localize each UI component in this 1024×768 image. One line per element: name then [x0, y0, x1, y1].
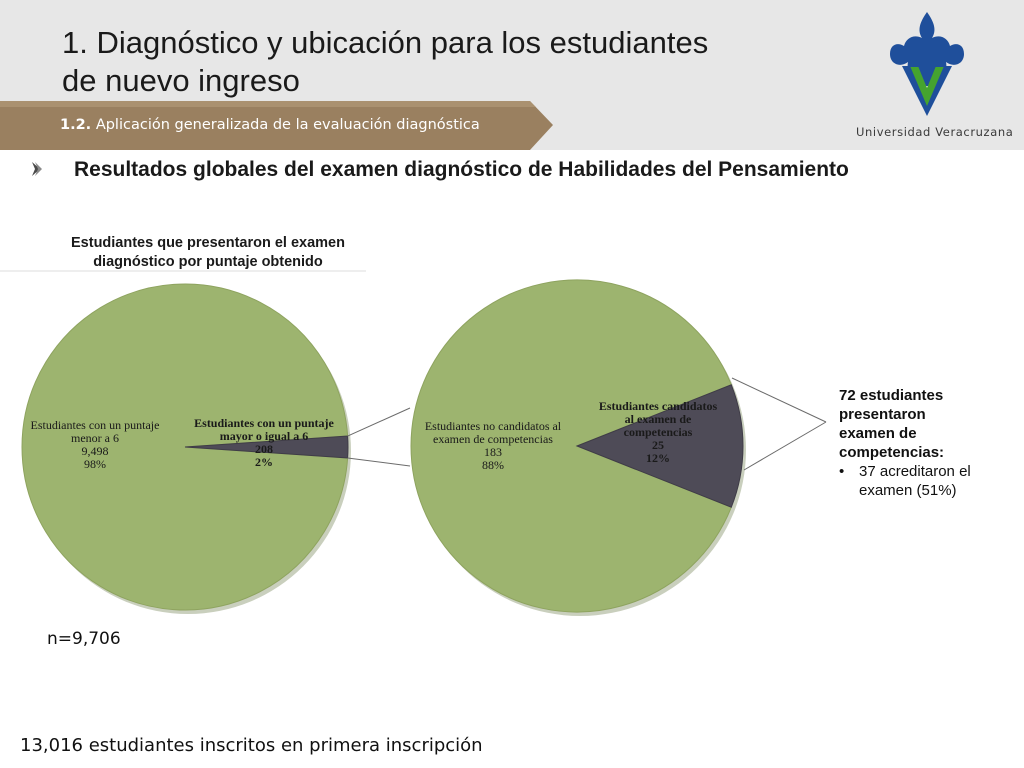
subtitle-bar	[0, 101, 553, 150]
note-bullet-line2: examen (51%)	[859, 482, 957, 499]
bracket-top	[731, 377, 827, 423]
chart-title: Estudiantes que presentaron el examen di…	[30, 234, 386, 272]
subtitle-number: 1.2.	[60, 117, 92, 133]
pie-chart-2	[410, 279, 746, 616]
pie-2-label-major: Estudiantes no candidatos al examen de co…	[425, 419, 562, 472]
pie-1-slice-major	[21, 283, 349, 611]
note-bullet-line1: 37 acreditaron el	[859, 463, 971, 480]
note-line2: presentaron	[839, 406, 926, 423]
pie-1-label-minor: Estudiantes con un puntaje mayor o igual …	[194, 416, 334, 469]
connector-top	[347, 407, 411, 437]
competency-note: 72 estudiantes presentaron examen de com…	[839, 386, 1019, 500]
pie-1-label-major: Estudiantes con un puntaje menor a 6 9,498…	[31, 418, 160, 471]
section-heading: Resultados globales del examen diagnósti…	[74, 158, 849, 181]
footer-enrollment-text: 13,016 estudiantes inscritos en primera …	[20, 735, 483, 756]
page-title-line2: de nuevo ingreso	[62, 63, 300, 98]
chart-title-line2: diagnóstico por puntaje obtenido	[93, 254, 323, 270]
pie-2-slice-major	[410, 279, 732, 613]
pie-1-slice-minor	[184, 435, 349, 459]
page-title: 1. Diagnóstico y ubicación para los estu…	[62, 24, 862, 100]
bullet-dot: •	[839, 463, 845, 480]
note-line3: examen de	[839, 425, 917, 442]
chart-title-line1: Estudiantes que presentaron el examen	[71, 235, 345, 251]
note-bullet-text: 37 acreditaron el examen (51%)	[859, 462, 971, 500]
note-line1: 72 estudiantes	[839, 387, 944, 404]
pie-chart-1	[21, 283, 351, 614]
subtitle: 1.2. Aplicación generalizada de la evalu…	[60, 117, 480, 133]
connector-bottom	[347, 457, 411, 467]
university-logo-icon	[890, 12, 964, 116]
pie-2-slice-minor	[575, 384, 744, 508]
note-bullet: • 37 acreditaron el examen (51%)	[839, 462, 1019, 500]
subtitle-text: Aplicación generalizada de la evaluación…	[95, 117, 480, 133]
note-line4: competencias:	[839, 444, 945, 461]
chevron-bullet-icon	[32, 162, 42, 176]
pie-2-label-minor: Estudiantes candidatos al examen de compet…	[599, 399, 718, 465]
page-title-line1: 1. Diagnóstico y ubicación para los estu…	[62, 25, 709, 60]
connector-lines	[347, 377, 827, 471]
pie-labels: Estudiantes con un puntaje menor a 6 9,498…	[31, 399, 718, 472]
university-logo-text: Universidad Veracruzana	[856, 125, 1014, 139]
bracket-bottom	[743, 421, 827, 471]
sample-size-label: n=9,706	[47, 629, 121, 649]
